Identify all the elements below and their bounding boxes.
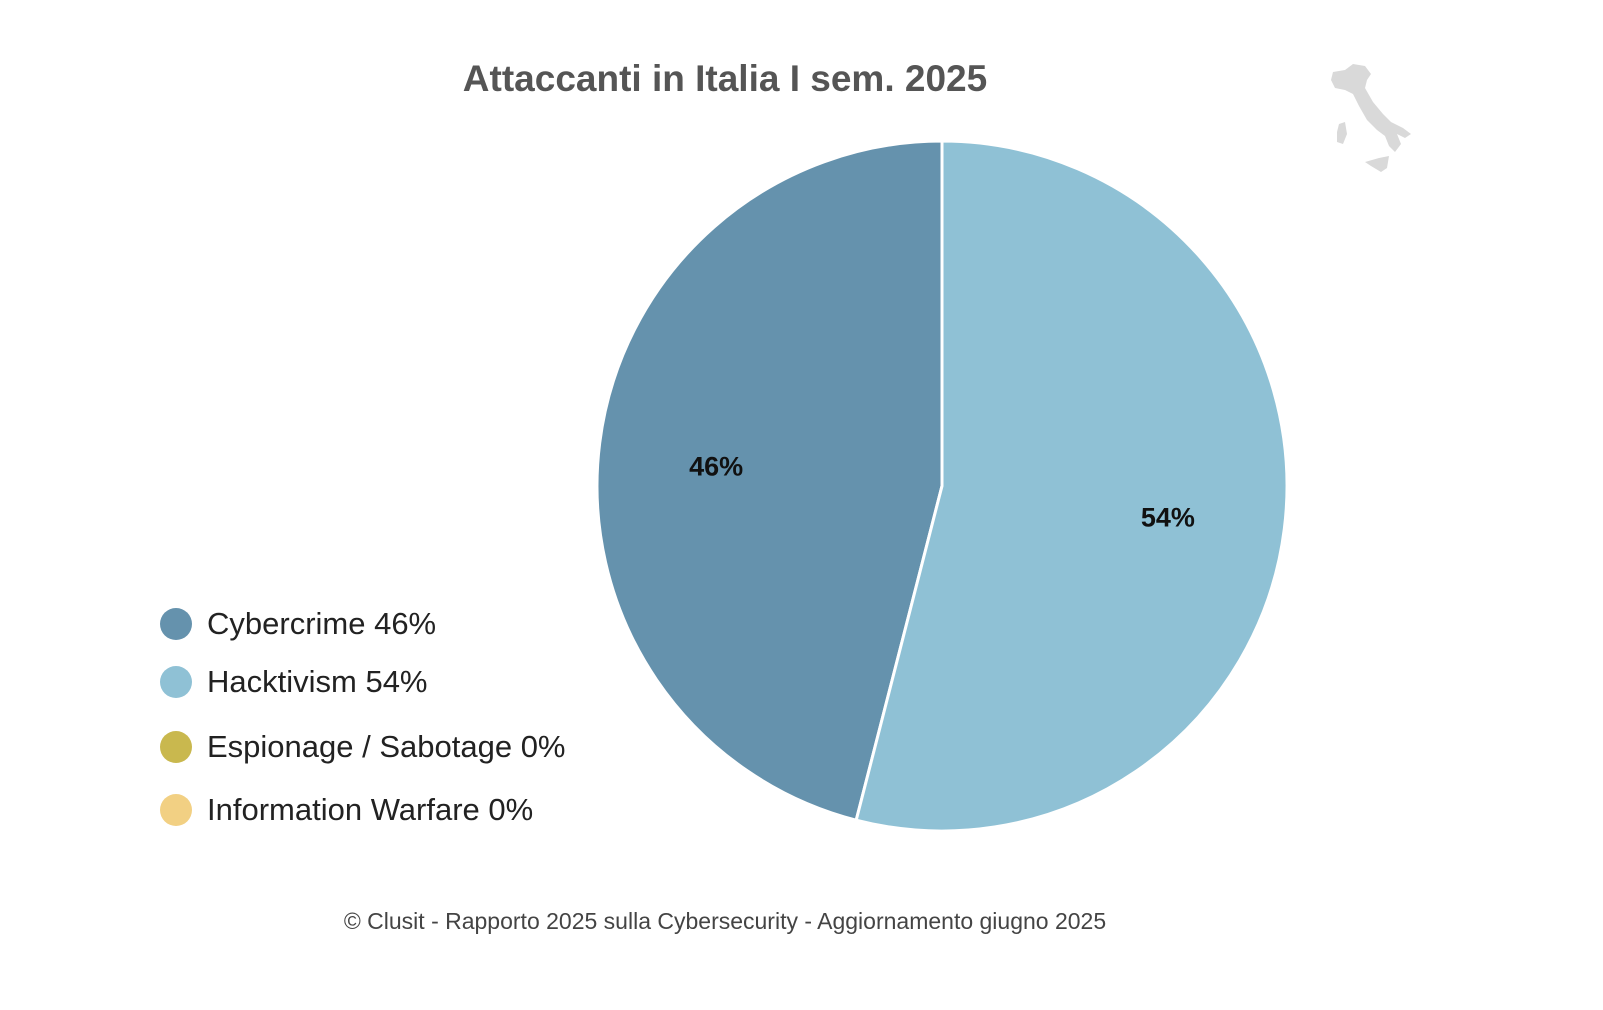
legend-swatch [160, 608, 192, 640]
legend-swatch [160, 731, 192, 763]
pie-slice-hacktivism [854, 139, 1289, 833]
legend-item-espionage: Espionage / Sabotage 0% [160, 729, 566, 765]
chart-title: Attaccanti in Italia I sem. 2025 [462, 58, 988, 99]
footer-copyright: © Clusit - Rapporto 2025 sulla Cybersecu… [343, 908, 1107, 934]
pie-slice-cybercrime [595, 139, 944, 822]
legend-label: Information Warfare 0% [207, 792, 534, 827]
legend-swatch [160, 666, 192, 698]
legend-swatch [160, 794, 192, 826]
legend-item-cybercrime: Cybercrime 46% [160, 606, 436, 642]
italy-map-icon [1331, 64, 1411, 172]
legend-item-hacktivism: Hacktivism 54% [160, 664, 428, 700]
legend-label: Cybercrime 46% [207, 606, 437, 641]
legend-label: Hacktivism 54% [207, 664, 428, 699]
data-label: 46% [689, 451, 743, 481]
legend-item-information-warfare: Information Warfare 0% [160, 792, 533, 828]
data-label: 54% [1141, 503, 1195, 533]
legend-label: Espionage / Sabotage 0% [207, 729, 566, 764]
